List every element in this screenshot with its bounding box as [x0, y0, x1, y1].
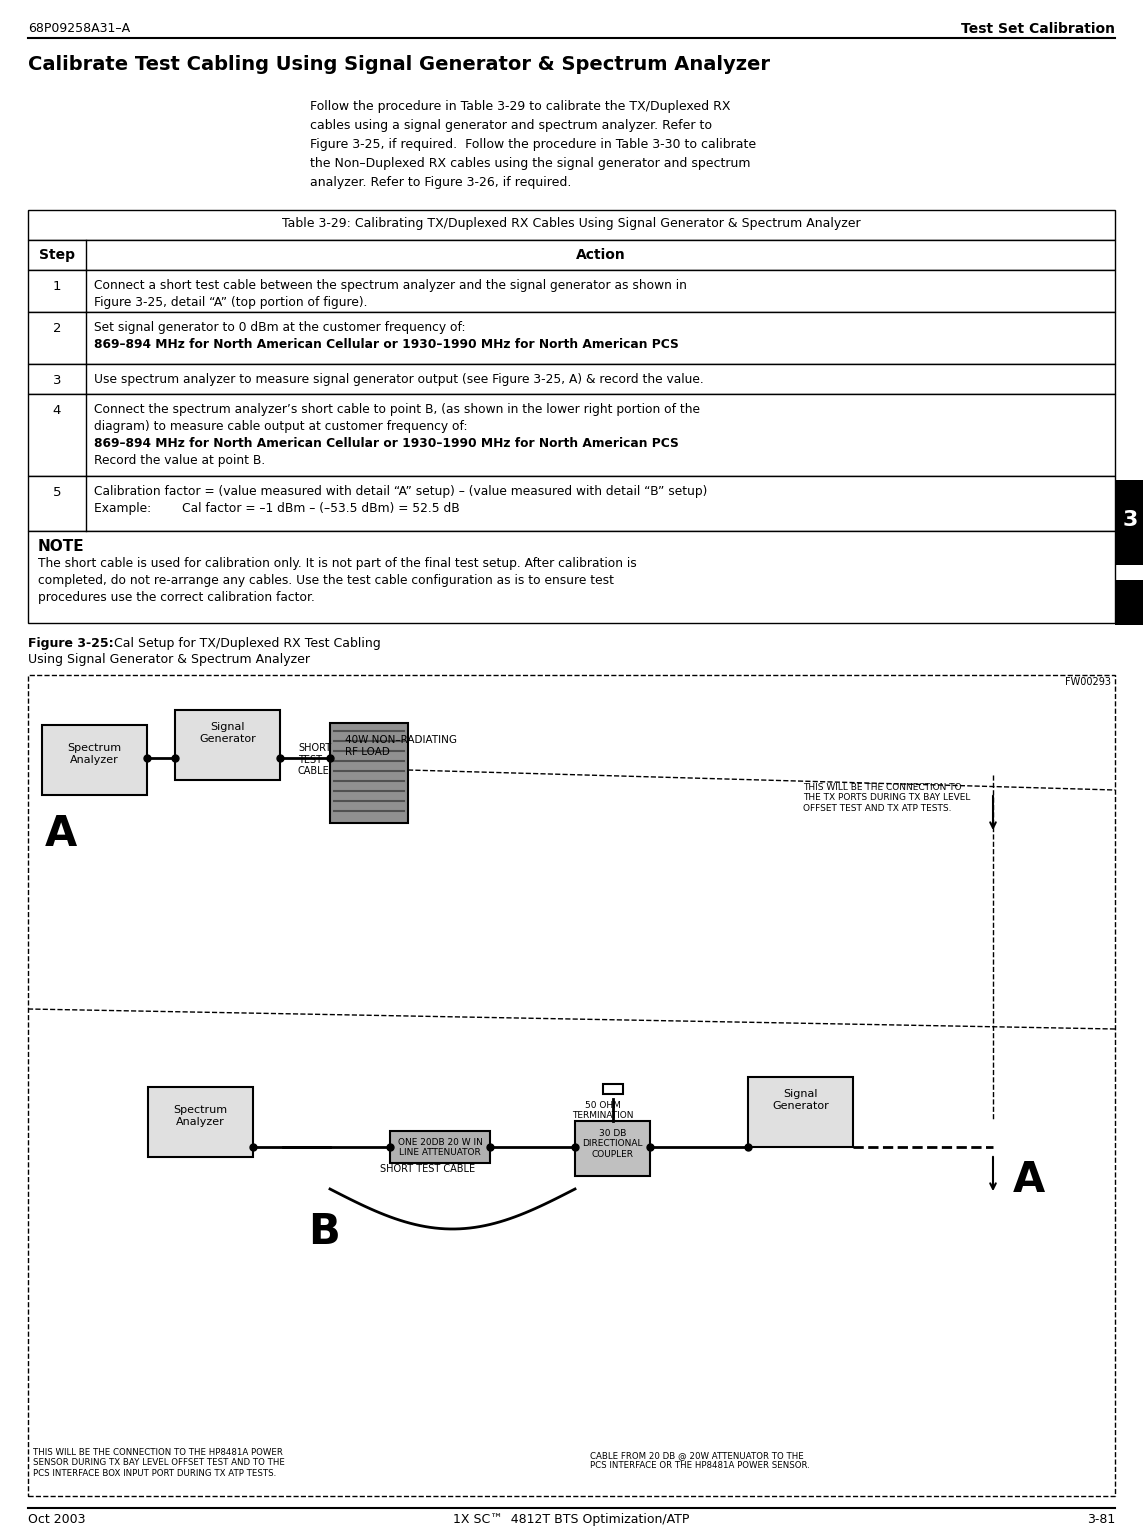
Bar — [27, 394, 1116, 475]
Bar — [27, 312, 1116, 365]
Bar — [748, 1077, 853, 1147]
Text: Use spectrum analyzer to measure signal generator output (see Figure 3-25, A) & : Use spectrum analyzer to measure signal … — [94, 374, 704, 386]
Text: Calibrate Test Cabling Using Signal Generator & Spectrum Analyzer: Calibrate Test Cabling Using Signal Gene… — [27, 55, 770, 74]
Text: Set signal generator to 0 dBm at the customer frequency of:: Set signal generator to 0 dBm at the cus… — [94, 321, 465, 334]
Text: 4: 4 — [53, 404, 62, 417]
Text: Table 3-29: Calibrating TX/Duplexed RX Cables Using Signal Generator & Spectrum : Table 3-29: Calibrating TX/Duplexed RX C… — [282, 217, 861, 231]
Text: 3: 3 — [1122, 511, 1137, 531]
Bar — [602, 1084, 623, 1094]
Bar — [27, 475, 1116, 531]
Bar — [27, 211, 1116, 240]
Bar — [27, 240, 1116, 271]
Text: ONE 20DB 20 W IN
LINE ATTENUATOR: ONE 20DB 20 W IN LINE ATTENUATOR — [398, 1138, 482, 1158]
Text: Example:        Cal factor = –1 dBm – (–53.5 dBm) = 52.5 dB: Example: Cal factor = –1 dBm – (–53.5 dB… — [94, 501, 459, 515]
Text: analyzer. Refer to Figure 3-26, if required.: analyzer. Refer to Figure 3-26, if requi… — [310, 175, 572, 189]
Text: the Non–Duplexed RX cables using the signal generator and spectrum: the Non–Duplexed RX cables using the sig… — [310, 157, 751, 171]
Text: 50 OHM
TERMINATION: 50 OHM TERMINATION — [572, 1101, 633, 1120]
Text: Spectrum
Analyzer: Spectrum Analyzer — [67, 743, 121, 764]
Text: 3-81: 3-81 — [1087, 1513, 1116, 1526]
Bar — [575, 1121, 650, 1177]
Text: cables using a signal generator and spectrum analyzer. Refer to: cables using a signal generator and spec… — [310, 118, 712, 132]
Text: CABLE FROM 20 DB @ 20W ATTENUATOR TO THE
PCS INTERFACE OR THE HP8481A POWER SENS: CABLE FROM 20 DB @ 20W ATTENUATOR TO THE… — [590, 1450, 810, 1470]
Text: Calibration factor = (value measured with detail “A” setup) – (value measured wi: Calibration factor = (value measured wit… — [94, 484, 708, 498]
Text: 1X SC™  4812T BTS Optimization/ATP: 1X SC™ 4812T BTS Optimization/ATP — [454, 1513, 689, 1526]
Text: Action: Action — [576, 248, 625, 261]
Text: Using Signal Generator & Spectrum Analyzer: Using Signal Generator & Spectrum Analyz… — [27, 654, 310, 666]
Bar — [1116, 580, 1143, 624]
Text: Signal
Generator: Signal Generator — [773, 1089, 829, 1110]
Bar — [27, 365, 1116, 394]
Text: Follow the procedure in Table 3-29 to calibrate the TX/Duplexed RX: Follow the procedure in Table 3-29 to ca… — [310, 100, 730, 112]
Text: Step: Step — [39, 248, 75, 261]
Text: 2: 2 — [53, 321, 62, 335]
Text: 30 DB
DIRECTIONAL
COUPLER: 30 DB DIRECTIONAL COUPLER — [582, 1129, 642, 1158]
Bar — [1116, 480, 1143, 564]
Bar — [42, 724, 147, 795]
Text: NOTE: NOTE — [38, 538, 85, 554]
Bar — [390, 1130, 490, 1163]
Bar — [27, 531, 1116, 623]
Text: Test Set Calibration: Test Set Calibration — [961, 22, 1116, 35]
Text: Spectrum
Analyzer: Spectrum Analyzer — [174, 1104, 227, 1127]
Text: Connect a short test cable between the spectrum analyzer and the signal generato: Connect a short test cable between the s… — [94, 278, 687, 292]
Text: A: A — [45, 814, 78, 855]
Text: diagram) to measure cable output at customer frequency of:: diagram) to measure cable output at cust… — [94, 420, 467, 434]
Text: A: A — [1013, 1160, 1045, 1201]
Text: 869–894 MHz for North American Cellular or 1930–1990 MHz for North American PCS: 869–894 MHz for North American Cellular … — [94, 338, 679, 351]
Text: THIS WILL BE THE CONNECTION TO
THE TX PORTS DURING TX BAY LEVEL
OFFSET TEST AND : THIS WILL BE THE CONNECTION TO THE TX PO… — [804, 783, 970, 812]
Bar — [175, 711, 280, 780]
Text: Figure 3-25, detail “A” (top portion of figure).: Figure 3-25, detail “A” (top portion of … — [94, 295, 368, 309]
Text: B: B — [307, 1210, 339, 1253]
Text: Cal Setup for TX/Duplexed RX Test Cabling: Cal Setup for TX/Duplexed RX Test Cablin… — [110, 637, 381, 651]
Bar — [27, 271, 1116, 312]
Text: The short cable is used for calibration only. It is not part of the final test s: The short cable is used for calibration … — [38, 557, 637, 571]
Text: 5: 5 — [53, 486, 62, 498]
Text: Figure 3-25:: Figure 3-25: — [27, 637, 113, 651]
Bar — [330, 723, 408, 823]
Text: Figure 3-25, if required.  Follow the procedure in Table 3-30 to calibrate: Figure 3-25, if required. Follow the pro… — [310, 138, 757, 151]
Text: SHORT
TEST
CABLE: SHORT TEST CABLE — [298, 743, 331, 777]
Text: FW00293: FW00293 — [1065, 677, 1111, 687]
Text: Signal
Generator: Signal Generator — [199, 721, 256, 743]
Text: Record the value at point B.: Record the value at point B. — [94, 454, 265, 468]
Text: completed, do not re-arrange any cables. Use the test cable configuration as is : completed, do not re-arrange any cables.… — [38, 574, 614, 588]
Text: THIS WILL BE THE CONNECTION TO THE HP8481A POWER
SENSOR DURING TX BAY LEVEL OFFS: THIS WILL BE THE CONNECTION TO THE HP848… — [33, 1447, 285, 1478]
Text: SHORT TEST CABLE: SHORT TEST CABLE — [379, 1164, 475, 1173]
Text: 1: 1 — [53, 280, 62, 294]
Text: Oct 2003: Oct 2003 — [27, 1513, 86, 1526]
Bar — [27, 675, 1116, 1496]
Text: procedures use the correct calibration factor.: procedures use the correct calibration f… — [38, 591, 314, 604]
Bar — [147, 1087, 253, 1157]
Text: 40W NON–RADIATING
RF LOAD: 40W NON–RADIATING RF LOAD — [345, 735, 457, 757]
Text: 869–894 MHz for North American Cellular or 1930–1990 MHz for North American PCS: 869–894 MHz for North American Cellular … — [94, 437, 679, 451]
Text: 3: 3 — [53, 374, 62, 388]
Text: 68P09258A31–A: 68P09258A31–A — [27, 22, 130, 35]
Text: Connect the spectrum analyzer’s short cable to point B, (as shown in the lower r: Connect the spectrum analyzer’s short ca… — [94, 403, 700, 415]
